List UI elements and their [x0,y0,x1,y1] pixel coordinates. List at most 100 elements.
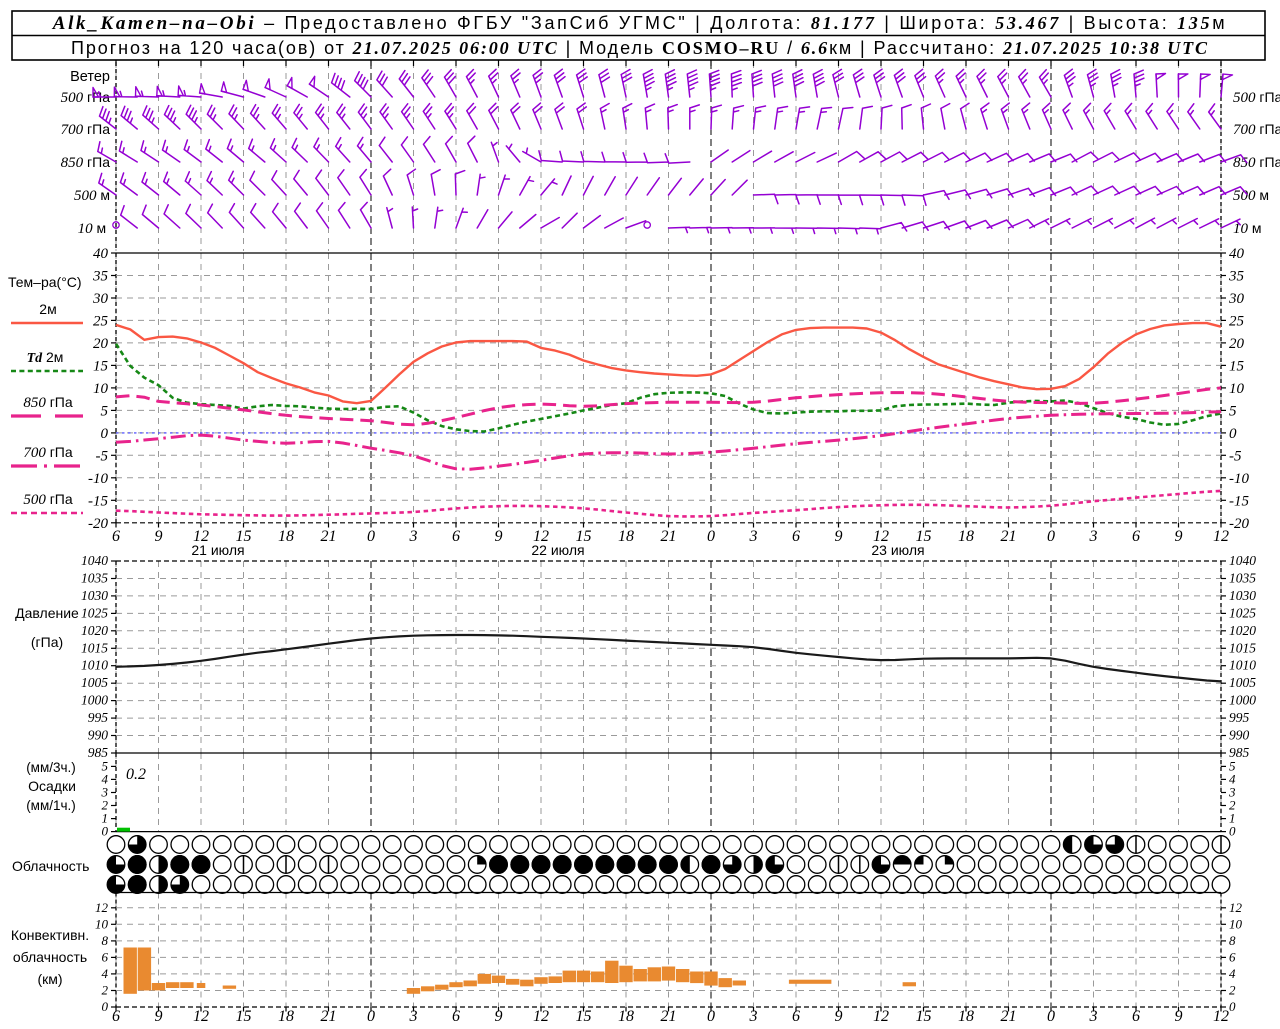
svg-text:500 м: 500 м [74,187,110,204]
svg-text:(мм/1ч.): (мм/1ч.) [26,798,76,813]
svg-text:-5: -5 [96,448,109,464]
svg-text:0: 0 [1229,999,1236,1014]
svg-text:9: 9 [155,1008,163,1024]
svg-text:0: 0 [1047,528,1055,545]
svg-text:1: 1 [1229,811,1236,826]
svg-text:3: 3 [101,785,109,800]
svg-text:0.2: 0.2 [126,766,146,783]
svg-text:-5: -5 [1229,448,1242,464]
svg-text:23 июля: 23 июля [871,542,924,558]
svg-text:1040: 1040 [81,553,108,568]
svg-text:5: 5 [1229,403,1237,419]
svg-text:18: 18 [958,528,974,545]
svg-text:-15: -15 [88,493,108,509]
svg-text:12: 12 [873,1008,889,1024]
svg-text:15: 15 [236,1008,252,1024]
svg-text:21: 21 [321,1008,337,1024]
svg-text:500 м: 500 м [1233,187,1269,204]
svg-text:6: 6 [1132,1008,1140,1024]
svg-text:6: 6 [452,528,460,545]
svg-text:6: 6 [792,1008,800,1024]
svg-text:Прогноз на 120 часа(ов) от 21.: Прогноз на 120 часа(ов) от 21.07.2025 06… [71,38,1209,58]
svg-text:9: 9 [155,528,163,545]
svg-text:20: 20 [93,336,109,352]
svg-text:6: 6 [112,1008,120,1024]
svg-text:1020: 1020 [1229,623,1256,638]
svg-text:12: 12 [1213,528,1229,545]
svg-text:1010: 1010 [1229,658,1256,673]
svg-text:10 м: 10 м [78,220,110,237]
svg-text:995: 995 [88,710,109,725]
svg-text:1030: 1030 [1229,588,1256,603]
svg-text:Тем–ра(°C): Тем–ра(°C) [8,274,82,290]
svg-text:1015: 1015 [81,640,108,655]
svg-text:3: 3 [1089,528,1098,545]
svg-text:6: 6 [1132,528,1140,545]
svg-text:1005: 1005 [81,675,108,690]
svg-text:0: 0 [1229,824,1236,839]
svg-text:3: 3 [749,528,758,545]
svg-text:9: 9 [495,1008,503,1024]
svg-text:9: 9 [1175,1008,1183,1024]
svg-text:0: 0 [707,1008,715,1024]
svg-text:10: 10 [1229,916,1243,931]
svg-text:10 м: 10 м [1233,220,1265,237]
svg-text:21: 21 [321,528,337,545]
svg-text:35: 35 [92,269,109,285]
svg-text:850 гПа: 850 гПа [23,394,73,411]
svg-text:-10: -10 [1229,471,1249,487]
svg-text:5: 5 [101,403,109,419]
svg-text:3: 3 [409,1008,418,1024]
svg-text:6: 6 [792,528,800,545]
svg-text:1: 1 [102,811,109,826]
svg-text:12: 12 [873,528,889,545]
svg-text:25: 25 [93,313,109,329]
svg-text:4: 4 [102,771,109,786]
svg-text:1035: 1035 [1229,571,1256,586]
svg-text:25: 25 [1229,313,1245,329]
svg-text:10: 10 [93,381,109,397]
svg-text:Осадки: Осадки [28,778,76,794]
svg-text:1030: 1030 [81,588,108,603]
svg-text:9: 9 [835,528,843,545]
svg-text:Ветер: Ветер [70,69,110,85]
svg-text:6: 6 [112,528,120,545]
svg-text:1025: 1025 [81,605,108,620]
svg-text:1000: 1000 [1229,693,1256,708]
svg-text:1040: 1040 [1229,553,1256,568]
svg-text:10: 10 [1229,381,1245,397]
svg-text:(км): (км) [37,971,62,987]
svg-text:0: 0 [707,528,715,545]
svg-text:40: 40 [93,246,109,262]
svg-text:20: 20 [1229,336,1245,352]
svg-text:0: 0 [101,426,109,442]
svg-text:850 гПа: 850 гПа [1233,154,1280,171]
svg-text:0: 0 [102,999,109,1014]
svg-text:18: 18 [618,528,634,545]
svg-text:4: 4 [1229,771,1236,786]
svg-text:6: 6 [102,949,109,964]
svg-text:3: 3 [1089,1008,1098,1024]
svg-text:700 гПа: 700 гПа [1233,121,1280,138]
svg-text:2: 2 [1229,983,1236,998]
svg-text:облачность: облачность [13,949,87,965]
svg-text:2: 2 [102,798,109,813]
svg-text:21: 21 [661,1008,677,1024]
svg-text:12: 12 [1229,900,1243,915]
svg-text:-20: -20 [88,516,108,532]
svg-text:8: 8 [102,933,109,948]
svg-text:21 июля: 21 июля [191,542,244,558]
svg-text:985: 985 [88,745,109,760]
svg-text:Конвективн.: Конвективн. [11,927,89,943]
svg-text:(гПа): (гПа) [31,634,63,650]
svg-text:12: 12 [533,528,549,545]
svg-text:10: 10 [95,916,109,931]
svg-text:15: 15 [576,528,592,545]
svg-text:1000: 1000 [81,693,108,708]
svg-text:15: 15 [916,528,932,545]
svg-text:2: 2 [1229,798,1236,813]
svg-text:2: 2 [102,983,109,998]
svg-text:9: 9 [1175,528,1183,545]
svg-text:0: 0 [367,1008,375,1024]
svg-text:18: 18 [278,1008,294,1024]
